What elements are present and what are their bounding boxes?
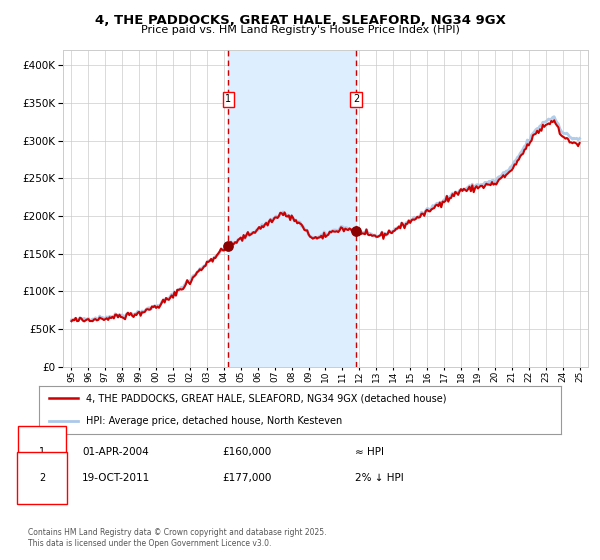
Bar: [228, 50, 356, 367]
Text: Contains HM Land Registry data © Crown copyright and database right 2025.
This d: Contains HM Land Registry data © Crown c…: [28, 528, 326, 548]
Text: 19-OCT-2011: 19-OCT-2011: [82, 473, 150, 483]
Text: 2: 2: [353, 95, 359, 105]
Point: [351, 226, 361, 235]
Text: 01-APR-2004: 01-APR-2004: [82, 447, 149, 457]
Point: [223, 242, 233, 251]
Text: 4, THE PADDOCKS, GREAT HALE, SLEAFORD, NG34 9GX (detached house): 4, THE PADDOCKS, GREAT HALE, SLEAFORD, N…: [86, 393, 446, 403]
Text: £177,000: £177,000: [222, 473, 271, 483]
Text: HPI: Average price, detached house, North Kesteven: HPI: Average price, detached house, Nort…: [86, 416, 342, 426]
Text: Price paid vs. HM Land Registry's House Price Index (HPI): Price paid vs. HM Land Registry's House …: [140, 25, 460, 35]
Text: £160,000: £160,000: [222, 447, 271, 457]
Text: 2% ↓ HPI: 2% ↓ HPI: [355, 473, 404, 483]
Text: 2: 2: [39, 473, 45, 483]
Text: 1: 1: [225, 95, 231, 105]
Text: ≈ HPI: ≈ HPI: [355, 447, 384, 457]
Text: 4, THE PADDOCKS, GREAT HALE, SLEAFORD, NG34 9GX: 4, THE PADDOCKS, GREAT HALE, SLEAFORD, N…: [95, 14, 505, 27]
Text: 1: 1: [39, 447, 45, 457]
